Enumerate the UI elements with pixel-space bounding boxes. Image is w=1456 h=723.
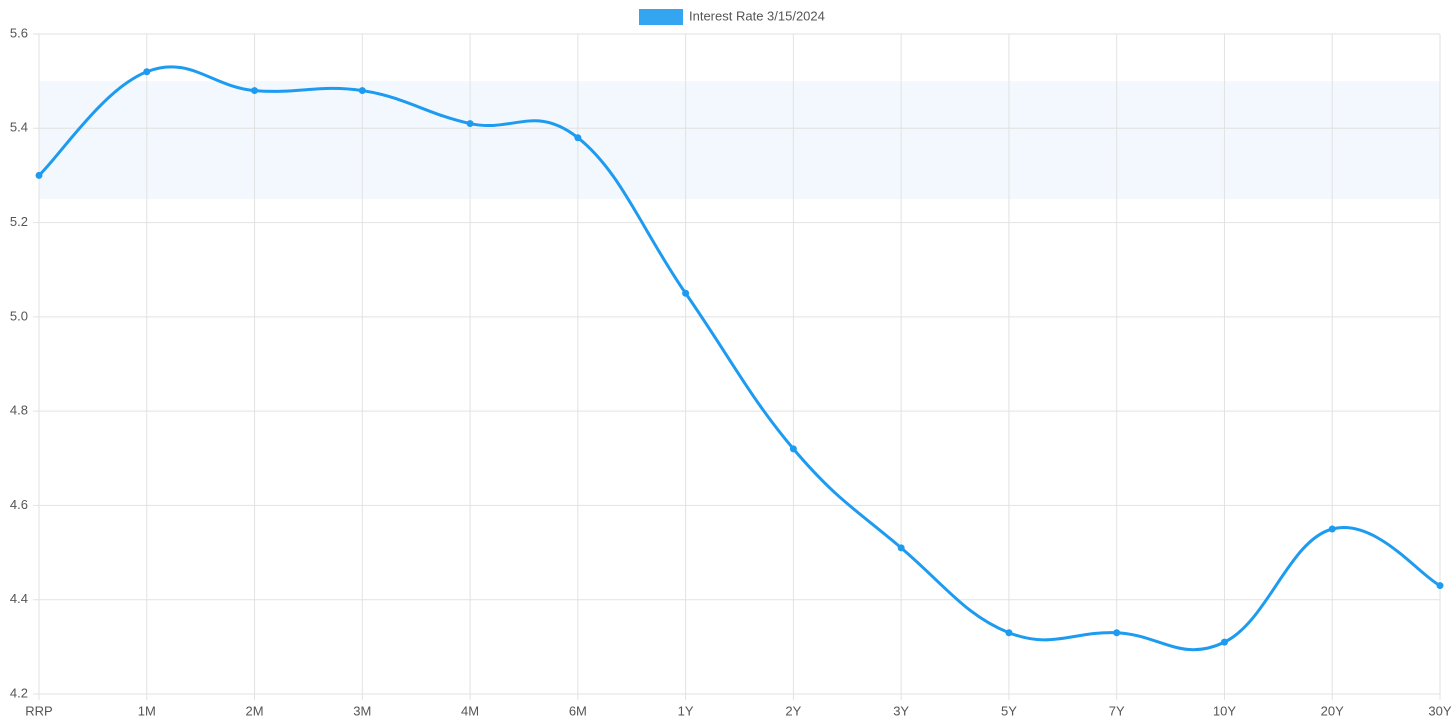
data-point	[35, 171, 43, 179]
x-tick-label: 7Y	[1109, 703, 1125, 718]
data-point	[1005, 629, 1013, 637]
y-tick-label: 4.8	[10, 403, 28, 418]
data-point	[1220, 638, 1228, 646]
data-point	[251, 87, 259, 95]
y-tick-label: 5.4	[10, 120, 28, 135]
y-tick-label: 5.2	[10, 214, 28, 229]
legend-label: Interest Rate 3/15/2024	[689, 8, 825, 23]
data-point	[143, 68, 151, 76]
x-tick-label: 2M	[246, 703, 264, 718]
data-point	[897, 544, 905, 552]
range-band	[39, 81, 1440, 199]
y-tick-label: 5.6	[10, 25, 28, 40]
data-point	[358, 87, 366, 95]
y-tick-label: 5.0	[10, 308, 28, 323]
x-tick-label: 3M	[353, 703, 371, 718]
x-tick-label: 2Y	[785, 703, 801, 718]
x-tick-label: 3Y	[893, 703, 909, 718]
data-point	[466, 120, 474, 128]
y-tick-label: 4.4	[10, 591, 28, 606]
x-tick-label: 1M	[138, 703, 156, 718]
legend-swatch	[639, 9, 683, 25]
data-point	[682, 289, 690, 297]
y-tick-label: 4.6	[10, 497, 28, 512]
x-tick-label: 20Y	[1321, 703, 1344, 718]
y-tick-label: 4.2	[10, 685, 28, 700]
x-tick-label: 5Y	[1001, 703, 1017, 718]
data-point	[1436, 582, 1444, 590]
data-point	[574, 134, 582, 142]
data-point	[1113, 629, 1121, 637]
x-tick-label: RRP	[25, 703, 52, 718]
x-tick-label: 1Y	[678, 703, 694, 718]
x-tick-label: 10Y	[1213, 703, 1236, 718]
data-point	[789, 445, 797, 453]
x-tick-label: 30Y	[1428, 703, 1451, 718]
x-tick-label: 4M	[461, 703, 479, 718]
data-point	[1328, 525, 1336, 533]
x-tick-label: 6M	[569, 703, 587, 718]
